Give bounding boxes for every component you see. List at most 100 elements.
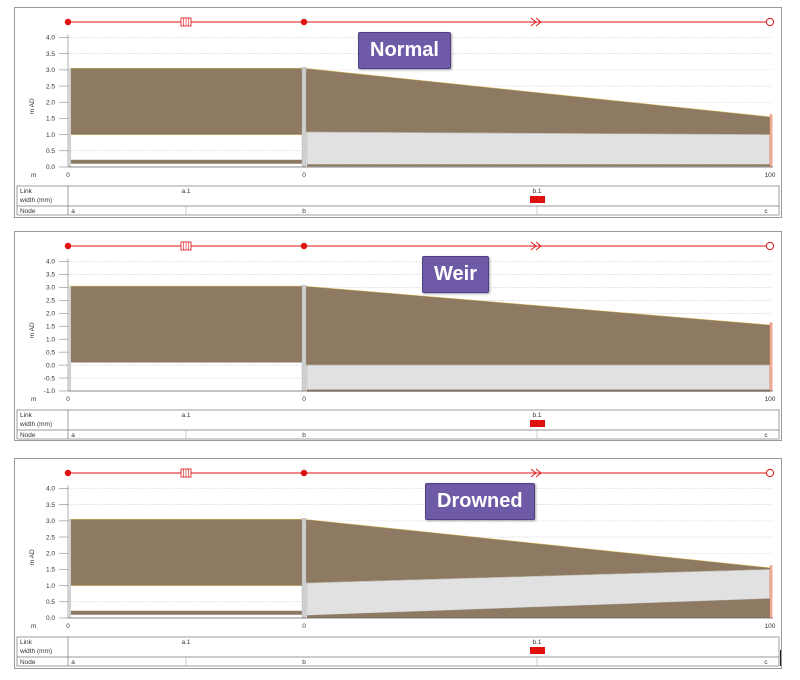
row-label-node: Node: [20, 432, 36, 439]
y-tick-label: -0.5: [44, 375, 56, 382]
y-tick-label: 1.0: [46, 336, 55, 343]
ground-fill-downstream: [303, 285, 771, 366]
node-outfall-c[interactable]: [765, 468, 775, 478]
x-tick-label: 0: [66, 396, 70, 403]
row-label-link: Link: [20, 639, 33, 646]
y-tick-label: 1.5: [46, 116, 55, 123]
x-tick-label: 100: [765, 172, 776, 179]
outfall-c[interactable]: [769, 322, 773, 392]
x-unit-label: m: [31, 172, 36, 179]
node-outfall-c[interactable]: [765, 17, 775, 27]
row-label-width: width (mm): [19, 648, 52, 655]
y-tick-label: 3.5: [46, 51, 55, 58]
node-name: b: [302, 208, 306, 215]
ground-fill-upstream: [69, 285, 305, 340]
manhole-a[interactable]: [69, 68, 71, 167]
row-label-link: Link: [20, 412, 33, 419]
scenario-label-weir: Weir: [422, 256, 489, 293]
node-dot-a[interactable]: [64, 18, 72, 26]
y-tick-label: 3.5: [46, 502, 55, 509]
y-tick-label: 2.0: [46, 311, 55, 318]
manhole-b[interactable]: [301, 518, 307, 619]
x-tick-label: 0: [302, 396, 306, 403]
bed-fill-upstream: [70, 159, 304, 164]
width-marker-b1[interactable]: [530, 647, 545, 654]
node-name: c: [764, 432, 768, 439]
x-unit-label: m: [31, 623, 36, 630]
ground-fill-downstream: [303, 67, 771, 135]
manhole-b[interactable]: [301, 284, 307, 392]
link-name: a.1: [181, 188, 190, 195]
y-tick-label: 4.0: [46, 35, 55, 42]
flow-direction-icon: [530, 468, 542, 478]
bed-fill-upstream: [70, 610, 304, 615]
outfall-c[interactable]: [769, 114, 773, 168]
node-outfall-c[interactable]: [765, 241, 775, 251]
y-tick-label: 0.5: [46, 349, 55, 356]
y-tick-label: 3.0: [46, 67, 55, 74]
text-cursor: [780, 650, 781, 666]
y-tick-label: 2.0: [46, 99, 55, 106]
link-name: b.1: [532, 412, 541, 419]
y-tick-label: 4.0: [46, 486, 55, 493]
y-tick-label: 3.5: [46, 272, 55, 279]
x-tick-label: 0: [302, 623, 306, 630]
manhole-a[interactable]: [69, 286, 71, 391]
y-tick-label: 0.5: [46, 599, 55, 606]
x-tick-label: 0: [66, 623, 70, 630]
y-tick-label: 0.5: [46, 148, 55, 155]
pipe-barrel: [306, 131, 771, 165]
node-name: a: [71, 208, 75, 215]
node-name: b: [302, 432, 306, 439]
x-tick-label: 100: [765, 396, 776, 403]
scenario-label-drowned: Drowned: [425, 483, 535, 520]
node-name: c: [764, 208, 768, 215]
link-name: b.1: [532, 188, 541, 195]
node-dot-b[interactable]: [300, 469, 308, 477]
width-marker-b1[interactable]: [530, 420, 545, 427]
ground-fill-upstream: [69, 519, 305, 586]
x-tick-label: 100: [765, 623, 776, 630]
flow-direction-icon: [530, 241, 542, 251]
bed-fill-upstream: [70, 333, 304, 363]
y-tick-label: 2.5: [46, 83, 55, 90]
node-name: a: [71, 659, 75, 666]
node-name: b: [302, 659, 306, 666]
y-tick-label: 3.0: [46, 285, 55, 292]
y-axis-label: m AD: [29, 322, 36, 338]
y-tick-label: 1.5: [46, 323, 55, 330]
y-tick-label: -1.0: [44, 388, 56, 395]
y-tick-label: 0.0: [46, 362, 55, 369]
link-name: b.1: [532, 639, 541, 646]
y-tick-label: 1.0: [46, 583, 55, 590]
long-section-chart: 4.0 3.5 3.0 2.5 2.0 1.5 1.0 0.5 0.0 -0.5 -1.0 m AD m…: [16, 241, 780, 440]
row-label-width: width (mm): [19, 421, 52, 428]
y-tick-label: 0.0: [46, 164, 55, 171]
y-tick-label: 0.0: [46, 615, 55, 622]
node-dot-b[interactable]: [300, 18, 308, 26]
y-tick-label: 3.0: [46, 518, 55, 525]
y-tick-label: 2.0: [46, 550, 55, 557]
node-name: a: [71, 432, 75, 439]
y-tick-label: 2.5: [46, 534, 55, 541]
node-name: c: [764, 659, 768, 666]
long-section-chart: 4.0 3.5 3.0 2.5 2.0 1.5 1.0 0.5 0.0 m AD m 0 0 100 Lin…: [16, 17, 780, 216]
link-name: a.1: [181, 639, 190, 646]
outfall-c[interactable]: [769, 565, 773, 619]
y-tick-label: 1.5: [46, 567, 55, 574]
data-table: [16, 185, 780, 216]
x-tick-label: 0: [66, 172, 70, 179]
pipe-barrel: [306, 364, 771, 391]
y-tick-label: 4.0: [46, 259, 55, 266]
y-tick-label: 2.5: [46, 298, 55, 305]
manhole-b[interactable]: [301, 67, 307, 168]
long-section-chart: 4.0 3.5 3.0 2.5 2.0 1.5 1.0 0.5 0.0 m AD m 0 0 100 Lin…: [16, 468, 780, 667]
node-dot-a[interactable]: [64, 469, 72, 477]
node-dot-a[interactable]: [64, 242, 72, 250]
data-table: [16, 409, 780, 440]
x-unit-label: m: [31, 396, 36, 403]
manhole-a[interactable]: [69, 519, 71, 618]
node-dot-b[interactable]: [300, 242, 308, 250]
width-marker-b1[interactable]: [530, 196, 545, 203]
row-label-link: Link: [20, 188, 33, 195]
